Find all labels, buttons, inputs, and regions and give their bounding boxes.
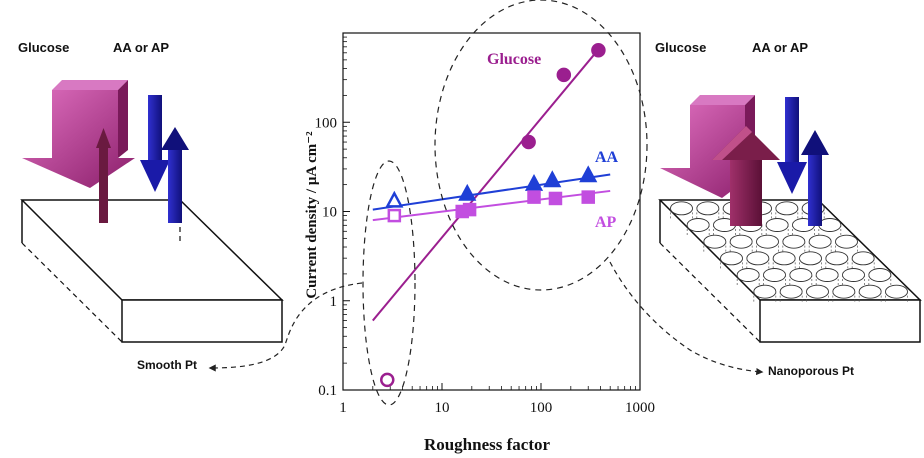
fit-line-aa xyxy=(372,173,611,211)
highlight-ellipses xyxy=(362,0,648,406)
data-points xyxy=(380,43,606,388)
x-tick-label: 10 xyxy=(435,400,450,416)
pore xyxy=(696,201,720,216)
left-glucose-label: Glucose xyxy=(18,40,70,55)
smooth-data-ellipse xyxy=(362,160,416,406)
nanoporous-pt-label: Nanoporous Pt xyxy=(768,364,854,378)
y-tick-label: 10 xyxy=(322,205,337,221)
plot-frame xyxy=(342,32,641,391)
smooth-pt-electrode xyxy=(20,199,284,343)
pore xyxy=(765,218,789,232)
data-point-glucose xyxy=(521,134,536,150)
pore xyxy=(842,268,865,282)
x-tick-label: 1 xyxy=(339,400,347,416)
pore xyxy=(858,284,882,299)
pore xyxy=(868,268,892,282)
fit-line-glucose xyxy=(372,46,602,322)
pore xyxy=(670,201,693,216)
series-label-ap: AP xyxy=(595,214,617,231)
y-tick-label: 1 xyxy=(330,294,338,310)
pore xyxy=(808,234,832,249)
pore-array xyxy=(670,201,908,304)
y-tick-label: 0.1 xyxy=(318,383,337,399)
pore xyxy=(736,268,760,282)
pore xyxy=(835,234,858,249)
data-point-ap xyxy=(527,190,541,204)
pore xyxy=(686,218,710,232)
interferent-up-arrow-icon xyxy=(161,127,189,223)
pore xyxy=(729,234,753,249)
glucose-arrow-icon xyxy=(22,80,135,188)
y-axis-label: Current density / μA cm⁻² xyxy=(304,131,320,299)
right-interferent-label: AA or AP xyxy=(752,40,809,55)
pore xyxy=(825,251,849,266)
data-point-aa xyxy=(579,165,598,183)
pore xyxy=(851,251,875,266)
pore xyxy=(789,268,813,282)
smooth-pt-label: Smooth Pt xyxy=(137,358,197,372)
x-axis-label: Roughness factor xyxy=(424,435,551,454)
glucose-product-arrow-icon xyxy=(96,128,111,223)
pore xyxy=(746,251,770,266)
pore xyxy=(885,284,908,299)
data-point-glucose xyxy=(556,67,572,83)
pore xyxy=(763,268,786,282)
pore xyxy=(720,251,743,266)
pore xyxy=(775,201,799,216)
x-tick-label: 100 xyxy=(530,400,553,416)
pore xyxy=(806,284,829,299)
left-interferent-label: AA or AP xyxy=(113,40,170,55)
pore xyxy=(832,284,856,299)
interferent-down-arrow-icon xyxy=(140,95,170,192)
data-point-aa xyxy=(385,190,404,208)
data-point-aa xyxy=(524,173,544,191)
fit-lines xyxy=(372,46,611,322)
data-point-glucose xyxy=(591,43,606,58)
interferent-down-arrow-right-icon xyxy=(777,97,807,194)
data-point-ap xyxy=(581,190,595,204)
pore xyxy=(779,284,803,299)
nanoporous-data-ellipse xyxy=(434,0,648,291)
right-glucose-label: Glucose xyxy=(655,40,707,55)
series-label-glucose: Glucose xyxy=(487,51,541,68)
y-tick-label: 100 xyxy=(315,115,338,131)
pore xyxy=(799,251,822,266)
pore xyxy=(756,234,779,249)
pore xyxy=(815,268,839,282)
x-tick-label: 1000 xyxy=(625,400,655,416)
fit-line-ap xyxy=(372,189,611,222)
data-point-aa xyxy=(458,183,477,201)
data-point-ap xyxy=(548,191,563,206)
glucose-product-arrow-large-icon xyxy=(712,126,780,226)
data-point-glucose xyxy=(380,372,395,388)
series-label-aa: AA xyxy=(595,149,619,166)
pore xyxy=(782,234,806,249)
pore xyxy=(753,284,777,299)
pore xyxy=(703,234,727,249)
data-point-aa xyxy=(543,170,562,188)
pore xyxy=(818,218,842,232)
data-point-ap xyxy=(462,202,477,217)
pore xyxy=(772,251,796,266)
interferent-up-arrow-right-icon xyxy=(801,130,829,226)
data-point-ap xyxy=(387,208,402,223)
nanoporous-pt-electrode xyxy=(658,199,922,343)
